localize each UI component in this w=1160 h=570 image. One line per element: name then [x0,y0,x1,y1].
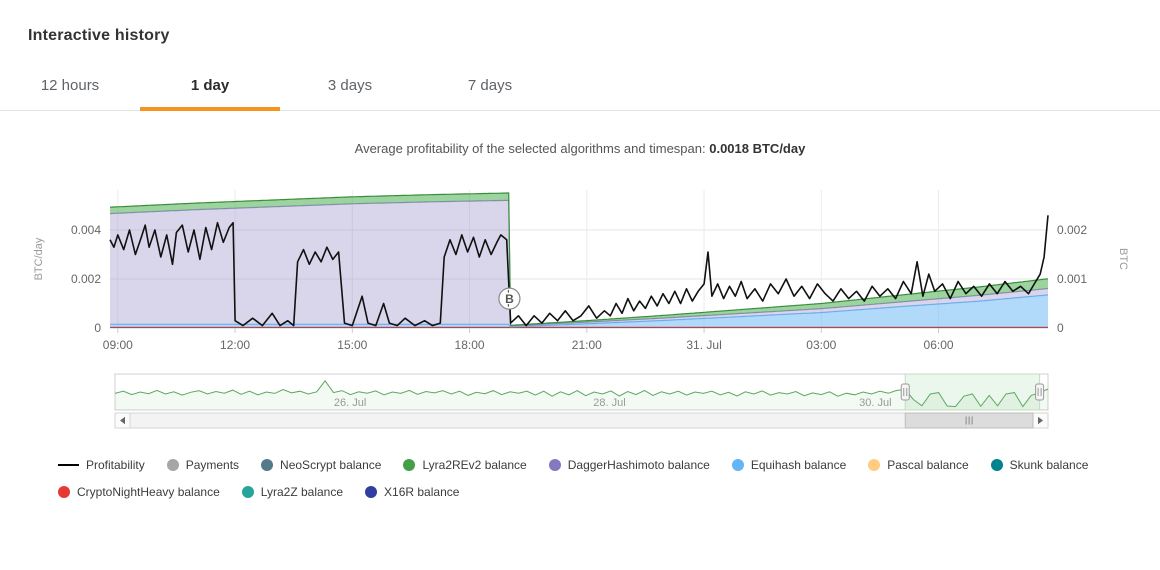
navigator-handle-left[interactable] [900,383,910,401]
legend-label: Profitability [86,458,145,472]
profitability-chart[interactable]: 09:00 12:00 15:00 18:00 21:00 31. Jul 03:00 06:… [0,170,1160,370]
navigator-date-label: 28. Jul [593,397,625,409]
legend-item-equihash-balance[interactable]: Equihash balance [731,458,847,472]
tab-12-hours[interactable]: 12 hours [40,77,100,94]
right-tick-label: 0.001 [1057,272,1087,286]
dot-swatch-icon [731,459,744,471]
arrow-right-icon [1038,416,1043,425]
tab-1-day[interactable]: 1 day [140,77,280,111]
navigator-selection[interactable] [904,373,1041,411]
left-tick-label: 0.002 [71,272,101,286]
x-tick-label: 12:00 [220,338,250,352]
right-tick-label: 0 [1057,321,1064,335]
legend-item-cryptonightheavy-balance[interactable]: CryptoNightHeavy balance [58,485,220,499]
legend-label: Lyra2REv2 balance [422,458,527,472]
area-edge-lyra2rev2 [109,192,1049,326]
chart-legend: Profitability Payments NeoScrypt balance Ly… [58,458,1140,499]
x-tick-label: 03:00 [806,338,836,352]
legend-item-skunk-balance[interactable]: Skunk balance [990,458,1089,472]
dot-swatch-icon [990,459,1003,471]
area-edge-equihash [110,294,1049,328]
area-lyra2rev2 [110,193,1048,326]
legend-item-x16r-balance[interactable]: X16R balance [365,485,459,499]
tab-7-days[interactable]: 7 days [467,77,513,94]
left-tick-label: 0.004 [71,223,101,237]
navigator-date-label: 26. Jul [334,397,366,409]
dot-swatch-icon [403,459,416,471]
x-tick-label: 06:00 [924,338,954,352]
scrollbar-track[interactable] [129,412,1034,429]
legend-label: Pascal balance [887,458,969,472]
navigator-outline [114,373,1049,411]
dot-swatch-icon [261,459,274,471]
x-tick-label: 18:00 [455,338,485,352]
bitcoin-icon: B [505,292,514,306]
timespan-tabs: 12 hours 1 day 3 days 7 days [0,77,1160,111]
navigator-series [114,379,1049,408]
dot-swatch-icon [241,486,254,498]
x-tick-label: 21:00 [572,338,602,352]
dot-swatch-icon [365,486,378,498]
legend-label: CryptoNightHeavy balance [77,485,220,499]
legend-item-payments[interactable]: Payments [166,458,240,472]
navigator-date-label: 30. Jul [859,397,891,409]
legend-item-lyra2z-balance[interactable]: Lyra2Z balance [241,485,344,499]
legend-label: Skunk balance [1009,458,1089,472]
average-profitability-text: Average profitability of the selected al… [0,141,1160,156]
scrollbar-right-button[interactable] [1032,412,1049,429]
area-equihash [110,294,1048,328]
scrollbar-left-button[interactable] [114,412,131,429]
dot-swatch-icon [166,459,179,471]
line-swatch-icon [58,464,79,466]
area-daggerhashimoto [110,200,1048,327]
dot-swatch-icon [868,459,881,471]
profitability-line [109,215,1049,327]
legend-item-daggerhashimoto-balance[interactable]: DaggerHashimoto balance [548,458,710,472]
navigator-area [115,380,1048,410]
left-axis-title: BTC/day [33,237,45,280]
tab-3-days[interactable]: 3 days [327,77,373,94]
right-axis-title: BTC [1117,248,1129,270]
legend-item-profitability[interactable]: Profitability [58,458,145,472]
navigator-handle-right[interactable] [1035,383,1045,401]
scrollbar-thumb[interactable] [904,412,1034,429]
legend-item-neoscrypt-balance[interactable]: NeoScrypt balance [261,458,381,472]
arrow-left-icon [120,416,125,425]
legend-item-lyra2rev2-balance[interactable]: Lyra2REv2 balance [403,458,527,472]
dot-swatch-icon [58,486,70,498]
legend-label: Lyra2Z balance [260,485,344,499]
balance-areas [109,192,1049,328]
payment-marker-circle [498,287,521,310]
legend-label: Payments [185,458,240,472]
page-title: Interactive history [28,27,170,44]
navigator-chart[interactable]: 26. Jul 28. Jul 30. Jul [0,370,1160,432]
x-tick-label: 31. Jul [686,338,721,352]
scrollbar [114,412,1049,429]
legend-label: Equihash balance [750,458,847,472]
dot-swatch-icon [548,459,561,471]
right-tick-label: 0.002 [1057,223,1087,237]
x-tick-label: 09:00 [103,338,133,352]
interactive-history-panel: Interactive history 12 hours 1 day 3 day… [0,27,1160,499]
legend-label: X16R balance [384,485,460,499]
legend-item-pascal-balance[interactable]: Pascal balance [868,458,969,472]
payment-marker[interactable]: B [498,287,521,310]
legend-label: NeoScrypt balance [280,458,382,472]
x-tick-label: 15:00 [337,338,367,352]
legend-label: DaggerHashimoto balance [567,458,710,472]
left-tick-label: 0 [94,321,101,335]
subtitle-value: 0.0018 BTC/day [709,141,806,156]
subtitle-text: Average profitability of the selected al… [354,141,706,156]
